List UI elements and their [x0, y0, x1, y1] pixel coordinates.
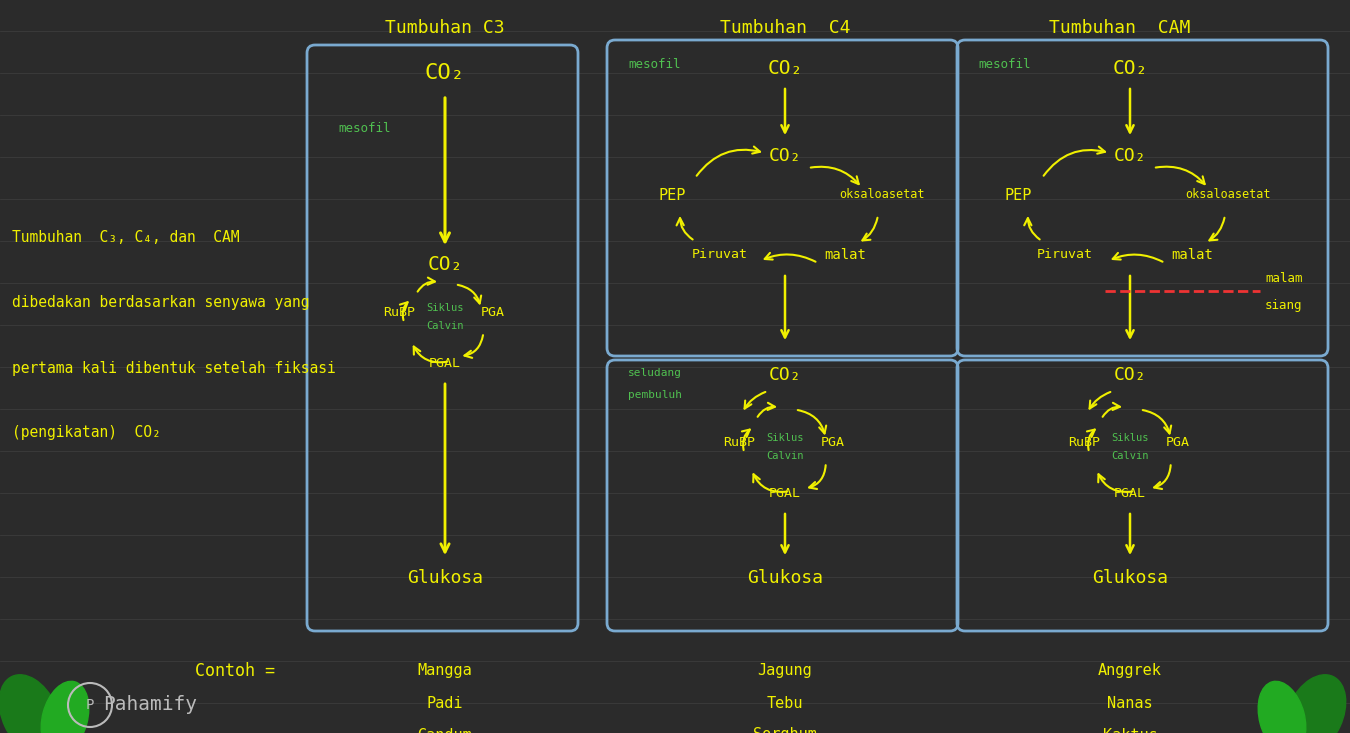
Text: Piruvat: Piruvat: [1037, 248, 1094, 262]
Text: Tumbuhan  C4: Tumbuhan C4: [720, 19, 850, 37]
Text: Calvin: Calvin: [767, 451, 803, 461]
Text: oksaloasetat: oksaloasetat: [840, 188, 925, 202]
Text: PGA: PGA: [821, 436, 845, 449]
Text: PGAL: PGAL: [769, 487, 801, 500]
Text: (pengikatan)  CO₂: (pengikatan) CO₂: [12, 425, 161, 441]
Text: PEP: PEP: [659, 188, 686, 202]
Text: PGAL: PGAL: [1114, 487, 1146, 500]
Text: Tumbuhan  CAM: Tumbuhan CAM: [1049, 19, 1191, 37]
Text: malat: malat: [1170, 248, 1212, 262]
Text: mesofil: mesofil: [977, 59, 1030, 72]
Text: Contoh =: Contoh =: [194, 662, 275, 680]
Text: seludang: seludang: [628, 368, 682, 378]
Text: malat: malat: [824, 248, 865, 262]
Text: Siklus: Siklus: [767, 433, 803, 443]
Text: PEP: PEP: [1004, 188, 1031, 202]
Text: Calvin: Calvin: [1111, 451, 1149, 461]
Text: siang: siang: [1265, 298, 1303, 312]
Text: Anggrek: Anggrek: [1098, 663, 1162, 679]
Text: Siklus: Siklus: [1111, 433, 1149, 443]
Text: Glukosa: Glukosa: [747, 569, 824, 587]
Text: PGA: PGA: [481, 306, 505, 320]
Text: Tumbuhan  C₃, C₄, dan  CAM: Tumbuhan C₃, C₄, dan CAM: [12, 230, 239, 246]
Text: RuBP: RuBP: [724, 436, 756, 449]
Text: Jagung: Jagung: [757, 663, 813, 679]
Ellipse shape: [1258, 681, 1305, 733]
Text: CO₂: CO₂: [1114, 147, 1146, 165]
Text: pertama kali dibentuk setelah fiksasi: pertama kali dibentuk setelah fiksasi: [12, 361, 336, 375]
Text: Glukosa: Glukosa: [1092, 569, 1168, 587]
Text: Mangga: Mangga: [417, 663, 472, 679]
Text: mesofil: mesofil: [628, 59, 680, 72]
Text: dibedakan berdasarkan senyawa yang: dibedakan berdasarkan senyawa yang: [12, 295, 309, 311]
Text: Glukosa: Glukosa: [406, 569, 483, 587]
Text: Siklus: Siklus: [427, 303, 464, 313]
Text: mesofil: mesofil: [338, 122, 390, 134]
Text: RuBP: RuBP: [1068, 436, 1100, 449]
Text: Kaktus: Kaktus: [1103, 727, 1157, 733]
Text: CO₂: CO₂: [768, 147, 802, 165]
Text: malam: malam: [1265, 271, 1303, 284]
Text: Piruvat: Piruvat: [693, 248, 748, 262]
Text: oksaloasetat: oksaloasetat: [1185, 188, 1270, 202]
Text: CO₂: CO₂: [425, 63, 464, 83]
Text: Sorghum: Sorghum: [753, 727, 817, 733]
Text: pembuluh: pembuluh: [628, 390, 682, 400]
Ellipse shape: [42, 681, 89, 733]
Ellipse shape: [1284, 675, 1346, 733]
Text: CO₂: CO₂: [1112, 59, 1148, 78]
Text: Padi: Padi: [427, 696, 463, 710]
Text: Pahamify: Pahamify: [103, 696, 197, 715]
Text: Nanas: Nanas: [1107, 696, 1153, 710]
Text: Calvin: Calvin: [427, 321, 464, 331]
Text: PGAL: PGAL: [429, 357, 460, 370]
Text: PGA: PGA: [1166, 436, 1189, 449]
Text: P: P: [86, 698, 95, 712]
Text: CO₂: CO₂: [428, 256, 463, 274]
Text: Tumbuhan C3: Tumbuhan C3: [385, 19, 505, 37]
Text: RuBP: RuBP: [383, 306, 416, 320]
Text: Tebu: Tebu: [767, 696, 803, 710]
Ellipse shape: [0, 675, 61, 733]
Text: CO₂: CO₂: [1114, 366, 1146, 384]
Text: CO₂: CO₂: [767, 59, 803, 78]
Text: Gandum: Gandum: [417, 727, 472, 733]
Text: CO₂: CO₂: [768, 366, 802, 384]
